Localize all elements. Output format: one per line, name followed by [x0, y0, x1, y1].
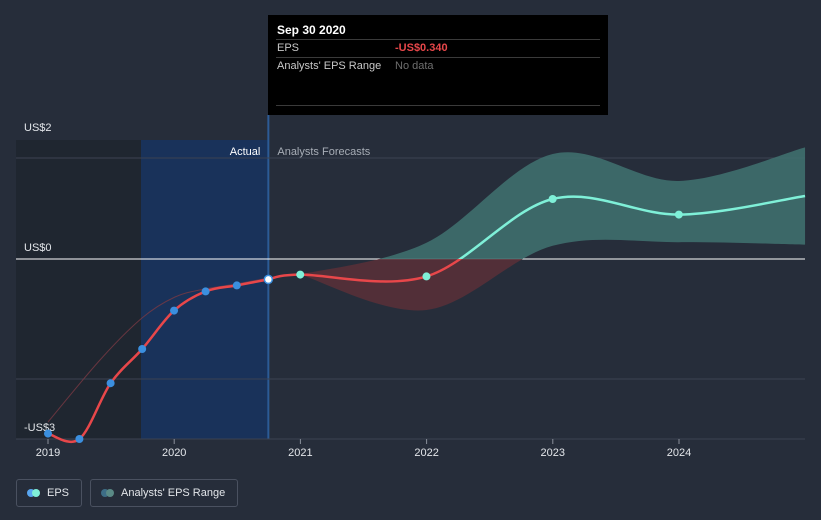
y-tick-label: US$2 — [24, 122, 52, 134]
x-tick-label: 2020 — [162, 447, 186, 459]
tooltip-title: Sep 30 2020 — [277, 23, 346, 37]
eps-forecast-point — [548, 195, 557, 203]
tooltip-range-value: No data — [395, 60, 434, 72]
range-swatch-icon — [101, 489, 115, 497]
tooltip-eps-label: EPS — [277, 42, 300, 54]
eps-swatch-icon — [27, 489, 41, 497]
tooltip-eps-value: -US$0.340 — [395, 42, 448, 54]
legend-item-eps[interactable]: EPS — [16, 479, 83, 507]
range-band-negative — [300, 259, 523, 311]
x-tick-label: 2022 — [414, 447, 438, 459]
eps-actual-point — [170, 306, 179, 315]
range-swatch-dot-b — [106, 489, 115, 497]
tooltip-row-eps: EPS -US$0.340 — [276, 39, 600, 57]
forecast-section-label: Analysts Forecasts — [277, 146, 370, 158]
range-band-positive — [378, 147, 806, 259]
legend-range-label: Analysts' EPS Range — [121, 487, 226, 499]
eps-actual-point — [44, 429, 52, 438]
x-tick-label: 2024 — [667, 447, 691, 459]
past-shade-left — [16, 140, 141, 439]
y-tick-label: US$0 — [24, 242, 52, 254]
eps-forecast-point — [422, 272, 431, 281]
eps-forecast-point — [296, 270, 305, 279]
eps-actual-point — [75, 435, 84, 443]
x-tick-label: 2019 — [36, 447, 60, 459]
actual-section-label: Actual — [230, 146, 261, 158]
eps-actual-point — [106, 379, 115, 388]
tooltip: Sep 30 2020 EPS -US$0.340 Analysts' EPS … — [268, 15, 608, 115]
x-tick-label: 2023 — [541, 447, 565, 459]
eps-swatch-dot-a — [27, 489, 35, 497]
eps-actual-point — [138, 345, 147, 353]
x-tick-label: 2021 — [288, 447, 312, 459]
tooltip-divider — [276, 105, 600, 106]
legend-item-range[interactable]: Analysts' EPS Range — [90, 479, 239, 507]
eps-forecast-point — [674, 210, 683, 219]
eps-actual-point — [232, 281, 241, 290]
eps-actual-point — [201, 287, 210, 296]
eps-highlight-point — [263, 274, 274, 285]
eps-forecast-line-positive — [457, 194, 806, 259]
tooltip-row-range: Analysts' EPS Range No data — [276, 57, 600, 75]
range-swatch-dot-a — [101, 489, 110, 497]
tooltip-range-label: Analysts' EPS Range — [277, 60, 382, 72]
legend-eps-label: EPS — [47, 487, 70, 499]
legend: EPS Analysts' EPS Range — [16, 479, 239, 507]
eps-swatch-dot-b — [32, 489, 40, 497]
